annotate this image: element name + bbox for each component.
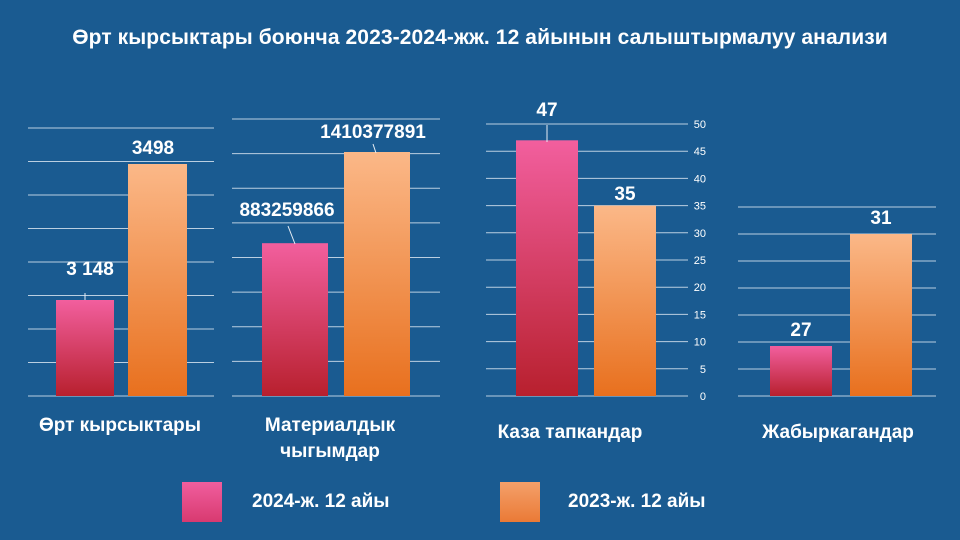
chart-4-bar-2023 (850, 234, 912, 396)
chart-4-bar-2024 (770, 346, 832, 396)
chart-3-ytick-label: 30 (694, 228, 706, 240)
chart-3-bar-2024 (516, 140, 578, 396)
chart-1-category-label: Өрт кырсыктары (39, 415, 201, 436)
legend-label-2024: 2024-ж. 12 айы (252, 491, 390, 512)
chart-3-ytick-label: 20 (694, 282, 706, 294)
legend-swatch-2023 (500, 482, 540, 522)
chart-3-category-label: Каза тапкандар (498, 422, 643, 443)
chart-1-bar-2023 (128, 164, 187, 396)
chart-3-ytick-label: 40 (694, 173, 706, 185)
chart-1-data-label-2024: 3 148 (66, 259, 114, 280)
chart-3-data-label-2024: 47 (536, 100, 557, 121)
chart-2-bar-2024 (262, 243, 328, 396)
chart-3-ytick-label: 10 (694, 337, 706, 349)
legend-label-2023: 2023-ж. 12 айы (568, 491, 706, 512)
chart-4-category-label: Жабыркагандар (761, 422, 914, 443)
chart-1-data-label-2023: 3498 (132, 138, 174, 159)
chart-title: Өрт кырсыктары боюнча 2023-2024-жж. 12 а… (72, 26, 888, 49)
chart-2-leader-line (287, 225, 296, 245)
chart-3-data-label-2023: 35 (614, 184, 636, 205)
chart-2-data-label-2023: 1410377891 (320, 122, 426, 143)
chart-3-ytick-label: 45 (694, 146, 706, 158)
chart-3-ytick-label: 0 (700, 391, 706, 403)
chart-3-ytick-label: 25 (694, 255, 706, 267)
chart-4-data-label-2023: 31 (870, 208, 892, 229)
chart-3-ytick-label: 5 (700, 364, 706, 376)
chart-2-leader-line (372, 143, 377, 154)
chart-4-data-label-2024: 27 (790, 320, 811, 341)
chart-1-bar-2024 (56, 300, 114, 396)
chart-2-bar-2023 (344, 152, 410, 396)
chart-3-ytick-label: 35 (694, 201, 706, 213)
chart-2-category-label: Материалдык чыгымдар (265, 415, 396, 462)
chart-3-ytick-label: 50 (694, 119, 706, 131)
chart-3-ytick-label: 15 (694, 309, 706, 321)
legend-swatch-2024 (182, 482, 222, 522)
chart-2-data-label-2024: 883259866 (239, 200, 334, 221)
chart-3-bar-2023 (594, 205, 656, 396)
